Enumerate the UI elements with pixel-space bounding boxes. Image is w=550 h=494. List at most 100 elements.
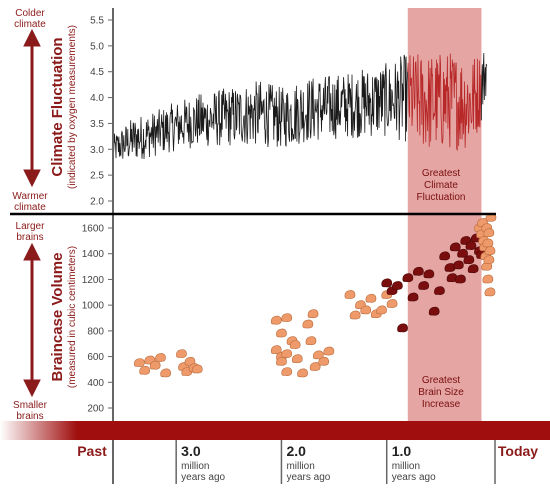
- larger-label-1: Larger: [16, 221, 46, 232]
- braincase-point: [276, 328, 287, 338]
- braincase-point: [297, 368, 308, 378]
- greatest-brain-line-1: Greatest: [422, 375, 461, 386]
- braincase-point: [270, 315, 282, 325]
- brain-y-tick-label: 1600: [82, 224, 105, 235]
- braincase-point: [418, 281, 429, 290]
- colder-label-1: Colder: [15, 8, 45, 19]
- braincase-point: [407, 292, 419, 302]
- braincase-point: [484, 246, 496, 256]
- braincase-point: [281, 313, 293, 322]
- brain-y-tick-label: 400: [87, 378, 104, 389]
- braincase-point: [323, 346, 335, 356]
- braincase-point: [397, 323, 408, 333]
- braincase-point: [449, 242, 461, 252]
- braincase-point: [423, 269, 435, 279]
- braincase-point: [349, 310, 361, 320]
- brain-y-tick-label: 1200: [82, 275, 105, 286]
- larger-label-2: brains: [16, 232, 43, 243]
- braincase-point: [484, 287, 496, 297]
- climate-y-axis-ticks: 5.5 5.0 4.5 4.0 3.5 3.0 2.5 2.0: [90, 16, 113, 208]
- climate-y-tick-label: 5.0: [90, 41, 104, 52]
- braincase-point: [482, 238, 494, 248]
- climate-y-tick-label: 2.5: [90, 171, 104, 182]
- braincase-point: [160, 368, 171, 378]
- brain-title: Braincase Volume: [49, 253, 66, 382]
- braincase-point: [455, 274, 466, 284]
- brain-y-tick-label: 1400: [82, 249, 105, 260]
- smaller-label-1: Smaller: [13, 400, 48, 411]
- braincase-point: [318, 356, 329, 366]
- climate-arrow: [23, 28, 41, 188]
- smaller-label-2: brains: [16, 411, 43, 422]
- braincase-point: [176, 349, 187, 358]
- braincase-point: [270, 345, 282, 355]
- climate-y-tick-label: 5.5: [90, 16, 104, 27]
- timeline-today: Today: [498, 443, 538, 459]
- braincase-point: [483, 255, 495, 265]
- braincase-point: [434, 286, 445, 295]
- braincase-point: [457, 248, 468, 258]
- brain-y-tick-label: 1000: [82, 301, 105, 312]
- brain-y-tick-label: 800: [87, 326, 104, 337]
- braincase-point: [412, 266, 424, 276]
- timeline-tick-value: 2.0: [286, 443, 306, 459]
- timeline-tick-unit-1: million: [286, 461, 314, 472]
- braincase-point: [402, 273, 414, 283]
- braincase-point: [312, 350, 324, 360]
- climate-y-tick-label: 3.5: [90, 119, 104, 130]
- braincase-point: [376, 305, 387, 315]
- climate-line-highlight: [407, 53, 482, 152]
- brain-y-tick-label: 200: [87, 404, 104, 415]
- braincase-point: [139, 365, 150, 375]
- climate-line-recent: [480, 52, 488, 121]
- climate-title: Climate Fluctuation: [49, 37, 66, 176]
- timeline-tick-unit-2: years ago: [181, 472, 225, 483]
- braincase-point: [191, 364, 203, 374]
- climate-series: [112, 52, 488, 160]
- climate-y-tick-label: 4.0: [90, 93, 104, 104]
- braincase-point: [381, 278, 393, 288]
- warmer-label-2: climate: [14, 202, 46, 213]
- greatest-climate-line-3: Fluctuation: [417, 192, 466, 203]
- braincase-point: [365, 293, 377, 303]
- colder-label-2: climate: [14, 19, 46, 30]
- braincase-point: [386, 299, 398, 308]
- braincase-point: [149, 360, 161, 370]
- timeline-tick-unit-1: million: [392, 461, 420, 472]
- braincase-point: [428, 306, 440, 316]
- greatest-brain-line-3: Increase: [422, 399, 461, 410]
- braincase-point: [482, 274, 494, 284]
- braincase-point: [305, 336, 317, 346]
- braincase-point: [452, 260, 464, 270]
- warmer-label-1: Warmer: [12, 191, 48, 202]
- braincase-point: [289, 340, 301, 349]
- timeline-tick-value: 3.0: [181, 443, 201, 459]
- braincase-point: [302, 319, 314, 329]
- climate-y-tick-label: 2.0: [90, 197, 104, 208]
- climate-y-tick-label: 4.5: [90, 67, 104, 78]
- braincase-point: [276, 356, 287, 366]
- timeline-bar: [0, 421, 550, 440]
- braincase-point: [360, 305, 372, 315]
- greatest-climate-line-1: Greatest: [422, 168, 461, 179]
- braincase-point: [307, 309, 319, 319]
- braincase-point: [463, 255, 475, 265]
- climate-line-early: [112, 54, 408, 160]
- braincase-point: [281, 367, 293, 376]
- braincase-point: [155, 353, 166, 362]
- brain-arrow: [23, 242, 41, 398]
- climate-subtitle: (indicated by oxygen measurements): [67, 25, 78, 189]
- brain-y-tick-label: 600: [87, 352, 104, 363]
- braincase-point: [467, 264, 479, 274]
- braincase-point: [439, 251, 450, 261]
- braincase-point: [344, 290, 356, 299]
- braincase-point: [391, 281, 403, 290]
- timeline-tick-unit-1: million: [181, 461, 209, 472]
- brain-subtitle: (measured in cubic centimeters): [67, 246, 78, 388]
- greatest-brain-line-2: Brain Size: [418, 387, 464, 398]
- timeline-tick-value: 1.0: [392, 443, 412, 459]
- timeline-past: Past: [77, 443, 107, 459]
- braincase-point: [465, 241, 477, 250]
